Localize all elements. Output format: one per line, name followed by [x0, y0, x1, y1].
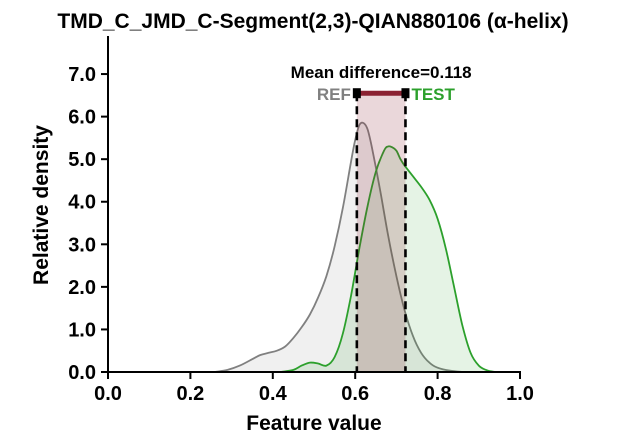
- x-tick-label: 0.0: [94, 383, 122, 405]
- x-axis-ticks: 0.0 0.2 0.4 0.6 0.8 1.0: [94, 372, 534, 405]
- y-tick-label: 4.0: [68, 192, 96, 214]
- density-line-test: [280, 145, 496, 373]
- x-axis-label: Feature value: [246, 412, 381, 435]
- chart-title: TMD_C_JMD_C-Segment(2,3)-QIAN880106 (α-h…: [57, 10, 568, 33]
- y-axis-label: Relative density: [30, 125, 53, 285]
- x-tick-label: 0.6: [341, 383, 369, 405]
- y-axis-ticks: 0.0 1.0 2.0 3.0 4.0 5.0 6.0 7.0: [68, 64, 108, 384]
- y-tick-label: 6.0: [68, 107, 96, 129]
- x-tick-label: 1.0: [506, 383, 534, 405]
- y-tick-label: 7.0: [68, 64, 96, 86]
- mean-difference-annotation: Mean difference=0.118 REF TEST: [291, 63, 472, 104]
- x-tick-label: 0.4: [259, 383, 288, 405]
- density-line-ref: [214, 121, 463, 373]
- y-tick-label: 5.0: [68, 149, 96, 171]
- y-tick-label: 2.0: [68, 277, 96, 299]
- mean-test-marker: [401, 88, 410, 99]
- mean-difference-span: [356, 93, 406, 372]
- test-label: TEST: [411, 85, 455, 104]
- y-tick-label: 1.0: [68, 319, 96, 341]
- y-tick-label: 3.0: [68, 234, 96, 256]
- density-fill-ref: [215, 122, 463, 372]
- x-tick-label: 0.2: [176, 383, 204, 405]
- plot-area: [214, 88, 496, 373]
- y-tick-label: 0.0: [68, 362, 96, 384]
- x-tick-label: 0.8: [424, 383, 452, 405]
- mean-difference-label: Mean difference=0.118: [291, 63, 472, 82]
- ref-label: REF: [317, 85, 351, 104]
- mean-ref-marker: [352, 88, 361, 99]
- density-fill-test: [281, 146, 496, 372]
